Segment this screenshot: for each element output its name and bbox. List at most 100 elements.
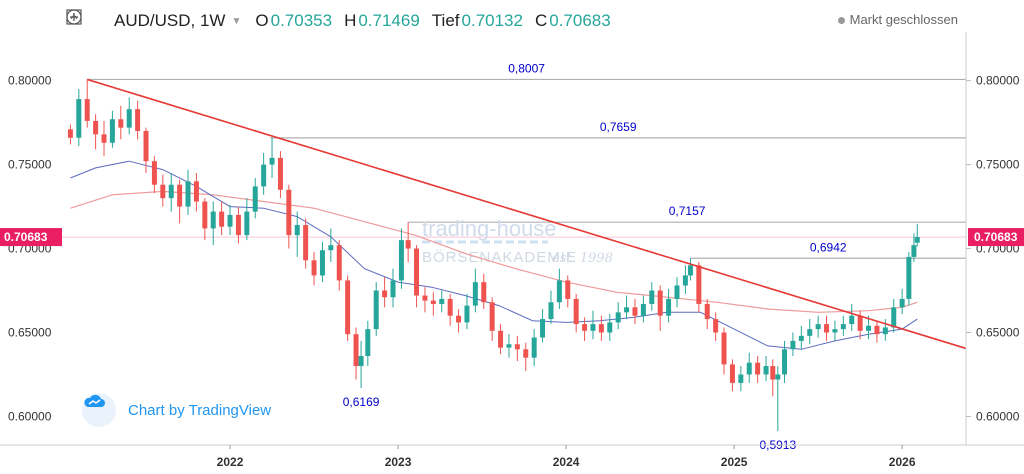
candle[interactable] [382, 290, 388, 298]
candle[interactable] [398, 240, 404, 281]
candle[interactable] [721, 332, 727, 365]
candle[interactable] [556, 280, 562, 303]
candle[interactable] [906, 256, 912, 299]
candle[interactable] [755, 362, 761, 375]
candle[interactable] [763, 366, 769, 375]
candle[interactable] [582, 324, 588, 331]
candle[interactable] [489, 302, 495, 331]
moving-average-slow[interactable] [70, 190, 918, 313]
candle[interactable] [849, 315, 855, 325]
candle[interactable] [666, 298, 672, 316]
candle[interactable] [713, 319, 719, 333]
candle[interactable] [135, 109, 141, 131]
candle[interactable] [573, 298, 579, 325]
candle[interactable] [882, 327, 888, 335]
candle[interactable] [345, 280, 351, 335]
candle[interactable] [770, 366, 776, 380]
candle[interactable] [185, 181, 191, 207]
candle[interactable] [336, 245, 342, 281]
candle[interactable] [540, 319, 546, 338]
candle[interactable] [277, 157, 283, 190]
candle[interactable] [439, 298, 445, 304]
candle[interactable] [514, 344, 520, 350]
candle[interactable] [531, 337, 537, 358]
tradingview-badge[interactable]: Chart by TradingView [82, 393, 271, 427]
candle[interactable] [640, 303, 646, 316]
candle[interactable] [874, 325, 880, 335]
candle[interactable] [202, 201, 208, 229]
candle[interactable] [219, 211, 225, 227]
candle[interactable] [782, 349, 788, 375]
candle[interactable] [294, 225, 300, 236]
candle[interactable] [227, 214, 233, 227]
candle[interactable] [101, 134, 107, 143]
candle[interactable] [269, 157, 275, 165]
candle[interactable] [824, 324, 830, 333]
candle[interactable] [210, 211, 216, 229]
candle[interactable] [624, 307, 630, 313]
candle[interactable] [126, 109, 132, 128]
candle[interactable] [481, 282, 487, 303]
candle[interactable] [328, 245, 334, 251]
moving-average-fast[interactable] [70, 160, 918, 350]
candle[interactable] [252, 186, 258, 212]
candle[interactable] [390, 280, 396, 298]
candle[interactable] [143, 130, 149, 162]
candle[interactable] [798, 335, 804, 341]
candle[interactable] [193, 181, 199, 202]
candle[interactable] [261, 164, 267, 187]
candle[interactable] [615, 312, 621, 323]
candle[interactable] [682, 275, 688, 286]
candle[interactable] [373, 290, 379, 330]
candle[interactable] [899, 298, 905, 308]
candle[interactable] [430, 300, 436, 304]
candle[interactable] [746, 362, 752, 375]
candle[interactable] [891, 307, 897, 328]
add-compare-icon[interactable] [66, 9, 106, 29]
trendline[interactable] [86, 78, 967, 350]
candle[interactable] [523, 349, 529, 358]
candle[interactable] [565, 280, 571, 299]
candle[interactable] [84, 99, 90, 121]
candle[interactable] [704, 303, 710, 320]
candle[interactable] [118, 119, 124, 128]
candle[interactable] [696, 265, 702, 304]
candle[interactable] [109, 119, 115, 143]
candle[interactable] [160, 184, 166, 199]
candle[interactable] [235, 214, 241, 236]
candle[interactable] [358, 356, 364, 367]
candle[interactable] [353, 334, 359, 367]
candle[interactable] [775, 374, 781, 380]
candle[interactable] [815, 324, 821, 330]
candle[interactable] [365, 329, 371, 357]
candle[interactable] [807, 329, 813, 336]
candle[interactable] [472, 282, 478, 306]
candle[interactable] [598, 324, 604, 333]
candle[interactable] [447, 298, 453, 316]
candle[interactable] [866, 325, 872, 331]
candle[interactable] [414, 248, 420, 296]
candle[interactable] [548, 302, 554, 320]
candle[interactable] [632, 307, 638, 316]
candle[interactable] [914, 237, 920, 243]
candle[interactable] [405, 240, 411, 249]
candle[interactable] [76, 99, 82, 138]
candle[interactable] [649, 290, 655, 304]
candle[interactable] [790, 340, 796, 350]
candle[interactable] [657, 290, 663, 316]
candle[interactable] [687, 265, 693, 276]
candle[interactable] [738, 374, 744, 383]
candle[interactable] [67, 129, 73, 138]
candle[interactable] [464, 305, 470, 323]
candle[interactable] [286, 189, 292, 236]
candle[interactable] [590, 324, 596, 331]
candle[interactable] [319, 250, 325, 276]
candle[interactable] [151, 161, 157, 185]
candle[interactable] [456, 315, 462, 323]
candle[interactable] [607, 322, 613, 333]
candle[interactable] [93, 120, 99, 135]
candle[interactable] [177, 184, 183, 207]
candle[interactable] [244, 211, 250, 236]
candle[interactable] [506, 344, 512, 348]
